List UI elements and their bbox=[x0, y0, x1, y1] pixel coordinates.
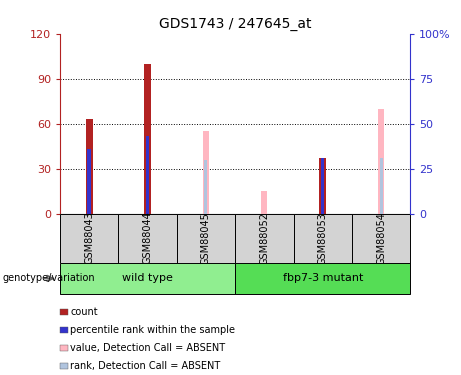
Text: value, Detection Call = ABSENT: value, Detection Call = ABSENT bbox=[70, 343, 225, 353]
Bar bbox=[60, 327, 68, 333]
Text: fbp7-3 mutant: fbp7-3 mutant bbox=[283, 273, 363, 284]
Text: wild type: wild type bbox=[122, 273, 173, 284]
Text: count: count bbox=[70, 307, 98, 317]
Bar bbox=[235, 214, 294, 262]
Bar bbox=[60, 363, 68, 369]
Text: GSM88052: GSM88052 bbox=[259, 211, 269, 265]
Bar bbox=[60, 262, 235, 294]
Bar bbox=[60, 345, 68, 351]
Text: percentile rank within the sample: percentile rank within the sample bbox=[70, 325, 235, 335]
Bar bbox=[60, 309, 68, 315]
Text: GSM88053: GSM88053 bbox=[318, 211, 328, 265]
Text: GSM88045: GSM88045 bbox=[201, 211, 211, 265]
Text: rank, Detection Call = ABSENT: rank, Detection Call = ABSENT bbox=[70, 361, 220, 371]
Bar bbox=[378, 109, 384, 214]
Text: GSM88044: GSM88044 bbox=[142, 212, 153, 264]
Bar bbox=[205, 160, 207, 214]
Bar bbox=[60, 214, 118, 262]
Text: genotype/variation: genotype/variation bbox=[2, 273, 95, 284]
Bar bbox=[379, 158, 383, 214]
Bar bbox=[203, 131, 209, 214]
Bar bbox=[352, 214, 410, 262]
Bar bbox=[118, 214, 177, 262]
Text: GSM88043: GSM88043 bbox=[84, 212, 94, 264]
Bar bbox=[321, 158, 325, 214]
Bar bbox=[86, 119, 93, 214]
Text: GSM88054: GSM88054 bbox=[376, 211, 386, 265]
Bar bbox=[144, 64, 151, 214]
Bar bbox=[235, 262, 410, 294]
Bar bbox=[88, 149, 91, 214]
Bar bbox=[294, 214, 352, 262]
Title: GDS1743 / 247645_at: GDS1743 / 247645_at bbox=[159, 17, 311, 32]
Bar bbox=[319, 158, 326, 214]
Bar bbox=[146, 136, 149, 214]
Bar bbox=[261, 191, 267, 214]
Bar bbox=[177, 214, 235, 262]
